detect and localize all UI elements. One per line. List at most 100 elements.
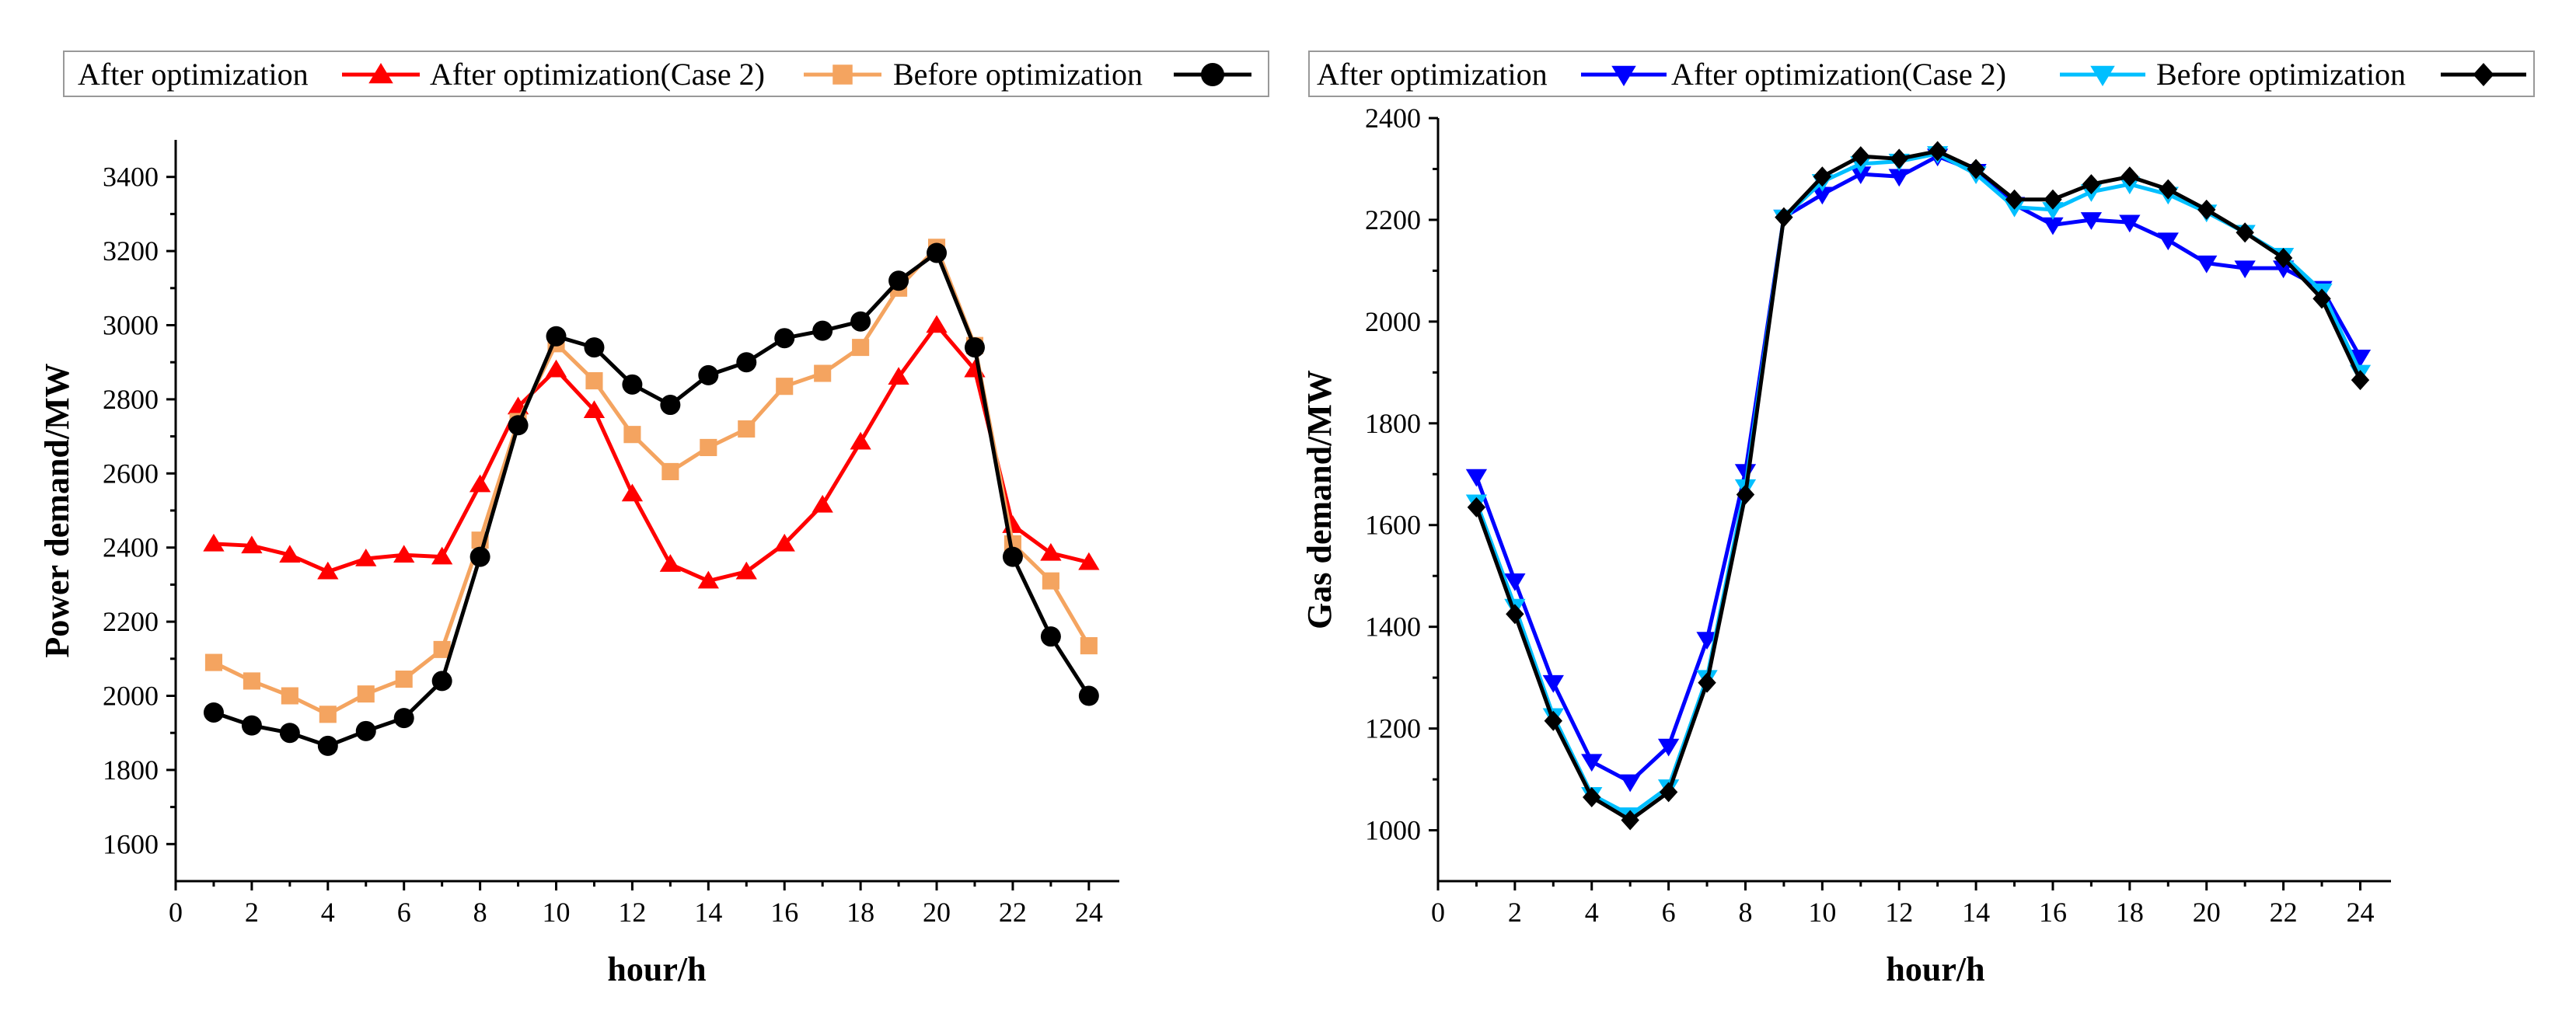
power-x-tick-label: 14 [694, 897, 722, 928]
gas-x-tick-label: 2 [1508, 897, 1522, 928]
gas-series-0-point [2157, 232, 2179, 251]
gas-y-tick-label: 2200 [1365, 204, 1421, 235]
gas-series-0-point [1504, 573, 1526, 591]
power-series-0-point [203, 533, 225, 552]
power-series-1-point [852, 339, 870, 357]
power-y-axis-title: Power demand/MW [38, 363, 76, 657]
gas-series-0-point [1850, 166, 1872, 185]
power-series-0-point [1078, 552, 1100, 570]
power-y-tick-label: 3400 [103, 162, 159, 193]
power-x-tick-label: 24 [1075, 897, 1103, 928]
power-series-2-point [774, 328, 795, 349]
power-x-tick-label: 10 [543, 897, 571, 928]
gas-x-tick-label: 12 [1885, 897, 1913, 928]
power-series-1 [204, 239, 1098, 723]
gas-series-0-point [1619, 774, 1641, 793]
power-x-tick-label: 20 [923, 897, 951, 928]
gas-chart: After optimization After optimization(Ca… [1300, 51, 2535, 988]
gas-series-2 [1467, 141, 2370, 831]
power-x-tick-label: 0 [169, 897, 183, 928]
power-legend-label-0: After optimization [78, 57, 309, 92]
power-series-2-point [241, 715, 262, 736]
power-series-0-point [926, 315, 948, 333]
power-series-2-point [812, 320, 833, 341]
power-x-axis-title: hour/h [607, 950, 706, 988]
gas-series-0-point [1888, 169, 1910, 187]
gas-y-axis-title: Gas demand/MW [1300, 370, 1339, 629]
gas-series-1-point [2042, 202, 2064, 220]
gas-x-axis-title: hour/h [1886, 950, 1984, 988]
gas-x-tick-label: 16 [2039, 897, 2067, 928]
gas-y-tick-label: 1400 [1365, 612, 1421, 643]
gas-legend-swatch-0 [1581, 65, 1667, 86]
power-x-tick-label: 2 [245, 897, 259, 928]
power-series-0-point [888, 367, 909, 385]
power-series-1-point [204, 653, 223, 671]
power-series-2-point [888, 270, 909, 291]
power-x-tick-label: 16 [770, 897, 798, 928]
gas-x-ticks: 0 2 4 6 8 10 12 14 16 18 20 22 24 [1431, 881, 2374, 928]
gas-y-tick-label: 1800 [1365, 408, 1421, 439]
power-series-0-point [431, 546, 453, 565]
gas-legend-box [1308, 51, 2535, 97]
power-y-tick-label: 3000 [103, 310, 159, 341]
power-series-1-point [738, 420, 756, 438]
power-x-tick-label: 6 [397, 897, 411, 928]
gas-series-0-point [1696, 632, 1718, 650]
power-series-0-point [812, 494, 833, 513]
power-x-ticks: 0 2 4 6 8 10 12 14 16 18 20 22 24 [169, 881, 1103, 928]
power-y-ticks: 1600 1800 2000 2200 2400 2600 2800 3000 3200 3400 [103, 162, 176, 859]
gas-series-2-line [1475, 149, 2362, 822]
gas-series-2-point [2236, 222, 2254, 243]
power-legend-label-2: Before optimization [893, 57, 1143, 92]
power-series-2-point [317, 735, 338, 756]
power-x-tick-label: 18 [846, 897, 874, 928]
power-chart: After optimization After optimization(Ca… [38, 51, 1269, 988]
power-y-tick-label: 1600 [103, 828, 159, 859]
power-series-1-point [319, 706, 337, 723]
gas-series-0-point [2234, 260, 2256, 279]
gas-x-tick-label: 6 [1662, 897, 1676, 928]
gas-y-tick-label: 1200 [1365, 713, 1421, 744]
power-y-tick-label: 1800 [103, 754, 159, 786]
gas-y-ticks: 1000 1200 1400 1600 1800 2000 2200 2400 [1365, 103, 1438, 846]
gas-x-tick-label: 0 [1431, 897, 1445, 928]
power-series-2-point [279, 723, 300, 744]
power-series-2-point [431, 671, 452, 692]
power-series-2-point [964, 337, 985, 358]
power-series-2-point [508, 415, 529, 436]
power-series-0-point [317, 561, 339, 580]
power-legend-swatch-2 [1174, 63, 1251, 86]
power-series-0-point [545, 359, 567, 378]
gas-series-0-point [2042, 217, 2064, 235]
gas-series-2-point [2197, 199, 2216, 220]
gas-series-2-point [2351, 370, 2370, 391]
gas-y-tick-label: 2000 [1365, 306, 1421, 337]
power-y-tick-label: 2800 [103, 384, 159, 415]
gas-series-0-point [1657, 738, 1680, 757]
gas-series-2-point [2120, 166, 2139, 187]
power-series-1-point [661, 462, 679, 480]
gas-series-2-point [1467, 497, 1486, 517]
power-series-2-point [736, 352, 757, 373]
gas-series-1 [1465, 146, 2372, 825]
power-series-0-point [241, 535, 263, 554]
gas-x-tick-label: 10 [1808, 897, 1836, 928]
power-series-2 [203, 242, 1099, 756]
power-series-0-point [355, 549, 377, 566]
power-y-tick-label: 2000 [103, 681, 159, 712]
gas-x-tick-label: 4 [1585, 897, 1599, 928]
power-series-2-point [622, 374, 643, 395]
gas-legend-label-2: Before optimization [2156, 57, 2406, 92]
gas-series-2-point [1583, 786, 1601, 807]
power-series-0-point [621, 483, 644, 502]
power-y-tick-label: 3200 [103, 235, 159, 267]
power-series-1-point [776, 378, 794, 396]
power-series-1-point [1080, 637, 1098, 655]
gas-series-2-point [1621, 810, 1639, 831]
power-legend-swatch-0 [342, 63, 420, 84]
power-legend-label-1: After optimization(Case 2) [430, 57, 765, 92]
gas-series-0-point [1811, 186, 1834, 205]
gas-legend: After optimization After optimization(Ca… [1308, 51, 2535, 97]
power-series-0-point [773, 533, 795, 552]
